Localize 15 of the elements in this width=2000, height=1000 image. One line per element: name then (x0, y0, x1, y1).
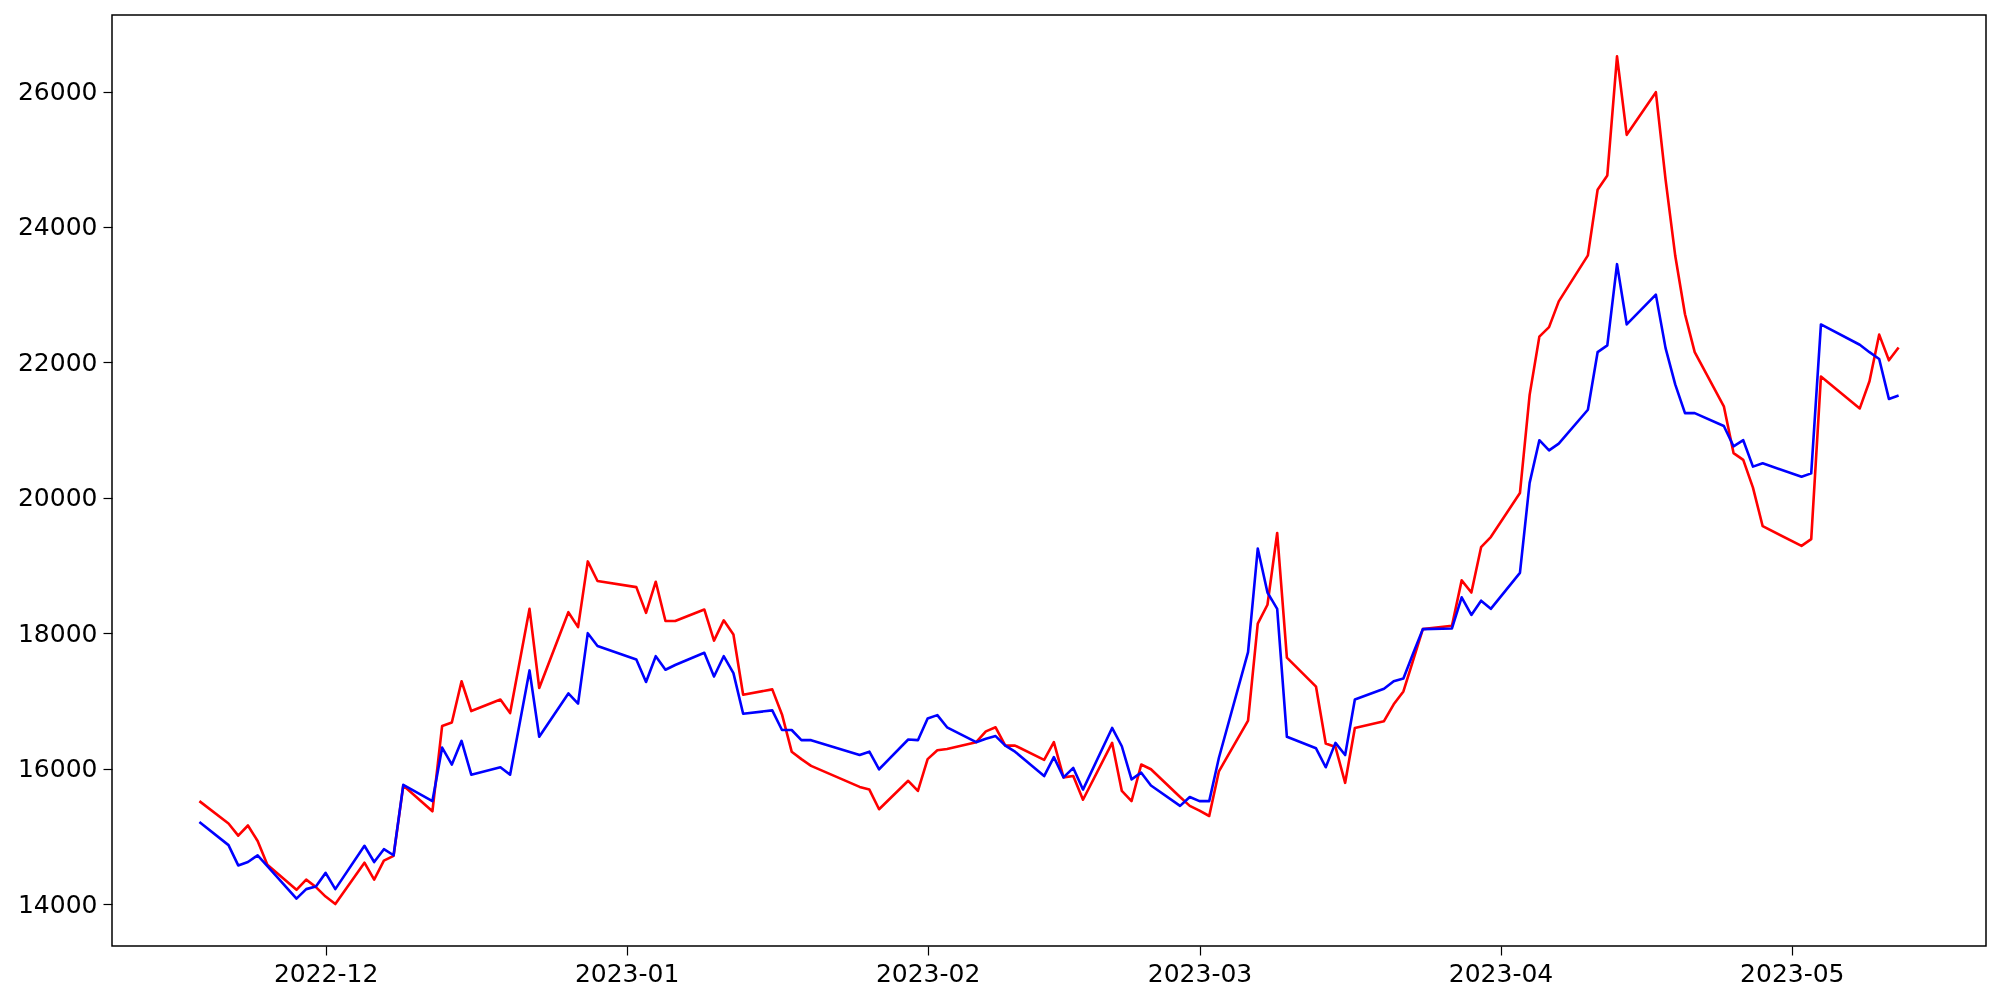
y-tick-label: 16000 (17, 754, 98, 784)
y-tick-label: 20000 (17, 483, 98, 513)
y-tick-label: 24000 (17, 212, 98, 242)
line-series (198, 262, 1900, 900)
x-tick-label: 2022-12 (273, 958, 379, 988)
x-tick-label: 2023-01 (574, 958, 680, 988)
y-tick-label: 22000 (17, 347, 98, 377)
x-tick-label: 2023-05 (1740, 958, 1845, 988)
x-tick-label: 2023-04 (1448, 958, 1554, 988)
y-tick-label: 18000 (17, 618, 98, 648)
y-tick-label: 26000 (17, 77, 98, 107)
line-series (198, 55, 1900, 906)
x-tick-label: 2023-02 (875, 958, 981, 988)
y-tick-label: 14000 (17, 889, 98, 919)
x-tick-label: 2023-03 (1147, 958, 1253, 988)
